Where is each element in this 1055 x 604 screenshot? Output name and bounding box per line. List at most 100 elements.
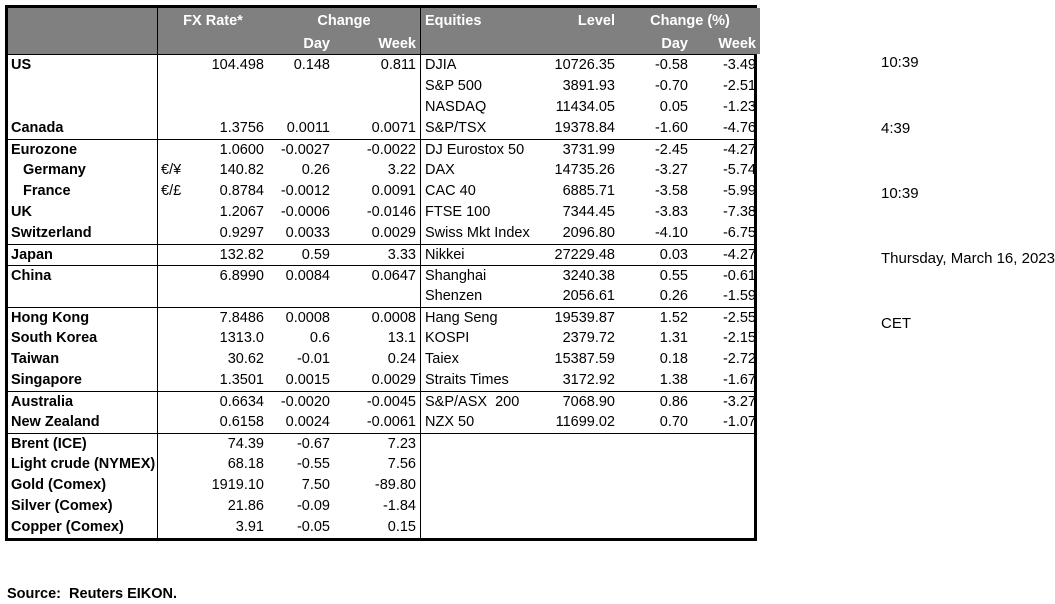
currency-pair-cell (158, 454, 196, 475)
fx-week-change-cell: -89.80 (374, 477, 416, 493)
header-pair-spacer (158, 34, 196, 54)
equity-day-change-cell: -3.58 (654, 183, 688, 199)
fx-week-change-cell: 0.0071 (371, 120, 416, 136)
fx-week-change-cell: -0.0045 (366, 394, 416, 410)
equity-day-change-cell: 1.38 (659, 372, 688, 388)
currency-pair-cell (158, 475, 196, 496)
equity-level-cell: 3172.92 (562, 372, 615, 388)
timestamp-line: 10:39 (881, 184, 919, 202)
fx-rate-cell: 0.6634 (219, 394, 264, 410)
table-row: Taiwan 30.62 -0.01 0.24 Taiex 15387.59 0… (8, 349, 756, 370)
equity-name-cell: S&P 500 (420, 76, 540, 97)
fx-day-change-cell: 0.6 (309, 330, 330, 346)
fx-day-change-cell: -0.55 (296, 456, 330, 472)
currency-pair-cell (158, 266, 196, 286)
region-cell (8, 286, 158, 307)
table-header-row-2: Day Week Day Week (8, 34, 760, 55)
table-row: Japan 132.82 0.59 3.33 Nikkei 27229.48 0… (8, 244, 756, 265)
table-header-row-1: FX Rate* Change Equities Level Change (%… (8, 8, 760, 34)
table-row: South Korea 1313.0 0.6 13.1 KOSPI 2379.7… (8, 328, 756, 349)
fx-day-change-cell: -0.09 (296, 498, 330, 514)
fx-rate-cell: 7.8486 (219, 310, 264, 326)
equity-week-change-cell: -2.72 (722, 351, 756, 367)
fx-rate-cell (196, 97, 268, 118)
region-cell: Copper (Comex) (8, 517, 158, 538)
table-row: Germany €/¥ 140.82 0.26 3.22 DAX 14735.2… (8, 160, 756, 181)
equity-day-change-cell (620, 434, 692, 454)
currency-pair-cell (158, 517, 196, 538)
equity-name-cell: DAX (420, 160, 540, 181)
header-fx-day: Day (268, 34, 334, 54)
equity-level-cell: 11434.05 (555, 99, 615, 115)
fx-week-change-cell (334, 97, 420, 118)
equity-week-change-cell: -1.67 (722, 372, 756, 388)
currency-pair-cell (158, 370, 196, 391)
table-row: New Zealand 0.6158 0.0024 -0.0061 NZX 50… (8, 412, 756, 433)
equity-name-cell: FTSE 100 (420, 202, 540, 223)
fx-rate-cell: 1.3756 (219, 120, 264, 136)
equity-level-cell: 27229.48 (554, 247, 615, 263)
equity-week-change-cell: -3.49 (722, 57, 756, 73)
equity-name-cell: Shanghai (420, 266, 540, 286)
equity-level-cell: 14735.26 (554, 162, 615, 178)
fx-week-change-cell: 7.56 (387, 456, 416, 472)
equity-level-cell: 10726.35 (554, 57, 615, 73)
fx-day-change-cell: -0.0006 (280, 204, 330, 220)
equity-day-change-cell: -0.70 (654, 78, 688, 94)
equity-name-cell: DJIA (420, 55, 540, 76)
equity-level-cell (540, 434, 620, 454)
equity-week-change-cell (692, 475, 760, 496)
equity-level-cell: 6885.71 (562, 183, 615, 199)
timezone-line: CET (881, 314, 911, 332)
currency-pair-cell (158, 245, 196, 265)
equity-level-cell (540, 454, 620, 475)
fx-rate-cell: 1919.10 (211, 477, 264, 493)
currency-pair-cell (158, 76, 196, 97)
region-cell: China (8, 266, 158, 286)
fx-day-change-cell: 0.59 (301, 247, 330, 263)
region-cell: Gold (Comex) (8, 475, 158, 496)
date-line: Thursday, March 16, 2023 (881, 249, 1055, 267)
equity-level-cell: 19378.84 (554, 120, 615, 136)
header-region-spacer-2 (8, 34, 158, 54)
region-cell: US (8, 55, 158, 76)
fx-day-change-cell: 0.0015 (285, 372, 330, 388)
equity-name-cell: Nikkei (420, 245, 540, 265)
equity-day-change-cell: -1.60 (654, 120, 688, 136)
region-cell: Japan (8, 245, 158, 265)
equity-week-change-cell: -2.51 (722, 78, 756, 94)
currency-pair-cell (158, 97, 196, 118)
equity-name-cell: Shenzen (420, 286, 540, 307)
fx-week-change-cell: 3.33 (387, 247, 416, 263)
fx-week-change-cell: 3.22 (387, 162, 416, 178)
currency-pair-cell (158, 140, 196, 160)
region-cell: Brent (ICE) (8, 434, 158, 454)
fx-week-change-cell: 13.1 (387, 330, 416, 346)
fx-rate-cell: 140.82 (219, 162, 264, 178)
fx-rate-cell (196, 76, 268, 97)
fx-day-change-cell (268, 286, 334, 307)
currency-pair-cell (158, 286, 196, 307)
header-level: Level (540, 8, 620, 34)
fx-week-change-cell: 0.0647 (371, 268, 416, 284)
currency-pair-cell (158, 202, 196, 223)
header-fx-week: Week (334, 34, 420, 54)
equity-week-change-cell (692, 454, 760, 475)
equity-week-change-cell: -6.75 (722, 225, 756, 241)
currency-pair-cell: €/¥ (161, 162, 182, 178)
header-equities-change: Change (%) (620, 8, 760, 34)
equity-name-cell: Taiex (420, 349, 540, 370)
table-row: UK 1.2067 -0.0006 -0.0146 FTSE 100 7344.… (8, 202, 756, 223)
equity-day-change-cell: 0.05 (659, 99, 688, 115)
table-row: Silver (Comex) 21.86 -0.09 -1.84 (8, 496, 754, 517)
equity-name-cell: Swiss Mkt Index (420, 223, 540, 244)
currency-pair-cell (158, 349, 196, 370)
header-rate-spacer (196, 34, 268, 54)
region-cell: Singapore (8, 370, 158, 391)
equity-level-cell: 15387.59 (554, 351, 615, 367)
equity-week-change-cell: -5.74 (722, 162, 756, 178)
equity-day-change-cell: -2.45 (654, 142, 688, 158)
equity-day-change-cell: 0.70 (659, 414, 688, 430)
equity-name-cell: KOSPI (420, 328, 540, 349)
region-cell: Australia (8, 392, 158, 412)
